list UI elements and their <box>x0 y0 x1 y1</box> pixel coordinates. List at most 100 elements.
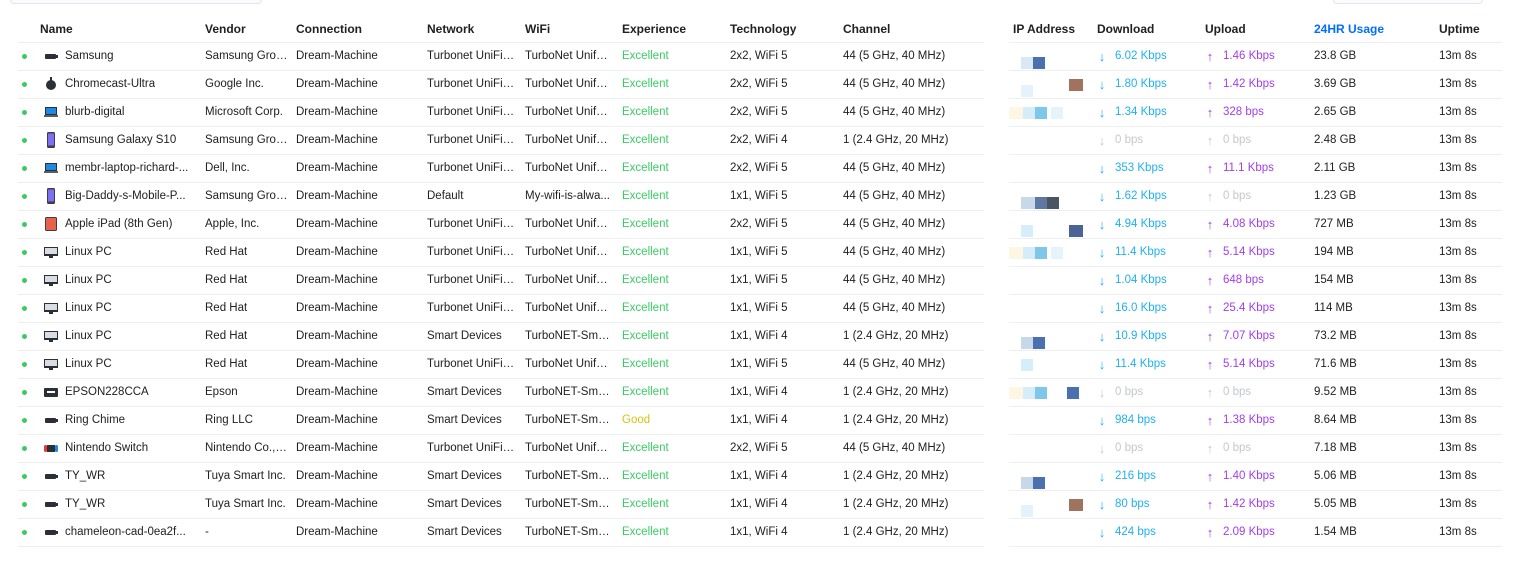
column-header-network[interactable]: Network <box>427 21 475 36</box>
cell-24hr-usage: 9.52 MB <box>1310 377 1435 406</box>
table-row[interactable]: Linux PC Red Hat Dream-Machine Smart Device… <box>18 321 1502 350</box>
device-name[interactable]: Chromecast-Ultra <box>65 78 156 90</box>
column-header-technology[interactable]: Technology <box>730 21 797 36</box>
cell-wifi: TurboNet Unifu ... <box>521 125 618 154</box>
cell-name[interactable]: Samsung Galaxy S10 <box>18 125 201 154</box>
column-header-ip-address[interactable]: IP Address <box>1013 21 1076 36</box>
cell-name[interactable]: TY_WR <box>18 489 201 518</box>
phone-icon <box>43 188 59 204</box>
column-header-connection[interactable]: Connection <box>296 21 362 36</box>
table-row[interactable]: Chromecast-Ultra Google Inc. Dream-Machine… <box>18 69 1502 98</box>
table-row[interactable]: Samsung Samsung Group Dream-Machine Turbone… <box>18 41 1502 70</box>
cell-name[interactable]: Ring Chime <box>18 405 201 434</box>
table-row[interactable]: Ring Chime Ring LLC Dream-Machine Smart Dev… <box>18 405 1502 434</box>
cell-upload: ↑ 1.42 Kbps <box>1201 489 1310 518</box>
smart-plug-icon <box>43 496 59 512</box>
cell-name[interactable]: Linux PC <box>18 237 201 266</box>
device-name[interactable]: Samsung <box>65 50 114 62</box>
cell-channel: 44 (5 GHz, 40 MHz) <box>839 209 984 238</box>
cell-name[interactable]: Chromecast-Ultra <box>18 69 201 98</box>
device-name[interactable]: Nintendo Switch <box>65 442 149 454</box>
table-row[interactable]: TY_WR Tuya Smart Inc. Dream-Machine Smart D… <box>18 461 1502 490</box>
download-arrow-icon: ↓ <box>1098 132 1106 148</box>
upload-arrow-icon: ↑ <box>1206 104 1214 120</box>
cell-network: Turbonet UniFi UD <box>423 69 521 98</box>
column-filter-box[interactable] <box>1333 0 1483 4</box>
ip-blur-block <box>1021 476 1033 489</box>
table-row[interactable]: TY_WR Tuya Smart Inc. Dream-Machine Smart D… <box>18 489 1502 518</box>
cell-name[interactable]: EPSON228CCA <box>18 377 201 406</box>
device-name[interactable]: Linux PC <box>65 302 112 314</box>
device-name[interactable]: blurb-digital <box>65 106 125 118</box>
column-header-experience[interactable]: Experience <box>622 21 687 36</box>
device-name[interactable]: chameleon-cad-0ea2f... <box>65 526 186 538</box>
cell-uptime: 13m 8s <box>1435 125 1502 154</box>
column-header-upload[interactable]: Upload <box>1205 21 1246 36</box>
device-name[interactable]: TY_WR <box>65 470 106 482</box>
download-rate: 1.80 Kbps <box>1115 78 1167 90</box>
table-row[interactable]: membr-laptop-richard-... Dell, Inc. Dream-… <box>18 153 1502 182</box>
cell-name[interactable]: Linux PC <box>18 321 201 350</box>
cell-vendor: Red Hat <box>201 265 292 294</box>
device-name[interactable]: Samsung Galaxy S10 <box>65 134 177 146</box>
column-header-name[interactable]: Name <box>40 21 73 36</box>
cell-wifi: TurboNet Unifu ... <box>521 265 618 294</box>
cell-download: ↓ 11.4 Kbps <box>1093 237 1201 266</box>
cell-ip-address <box>1009 489 1093 518</box>
ip-blur-block <box>1069 498 1083 511</box>
cell-name[interactable]: Nintendo Switch <box>18 433 201 462</box>
table-row[interactable]: Samsung Galaxy S10 Samsung Group Dream-Mac… <box>18 125 1502 154</box>
table-row[interactable]: Big-Daddy-s-Mobile-P... Samsung Group Drea… <box>18 181 1502 210</box>
cell-name[interactable]: Linux PC <box>18 349 201 378</box>
device-name[interactable]: Linux PC <box>65 330 112 342</box>
download-rate: 0 bps <box>1115 134 1144 146</box>
device-name[interactable]: Big-Daddy-s-Mobile-P... <box>65 190 186 202</box>
cell-uptime: 13m 8s <box>1435 405 1502 434</box>
cell-wifi: TurboNet Unifu ... <box>521 433 618 462</box>
table-row[interactable]: Apple iPad (8th Gen) Apple, Inc. Dream-Mac… <box>18 209 1502 238</box>
table-row[interactable]: chameleon-cad-0ea2f... - Dream-Machine Smar… <box>18 517 1502 547</box>
table-row[interactable]: Linux PC Red Hat Dream-Machine Turbonet Uni… <box>18 237 1502 266</box>
search-box[interactable] <box>10 0 262 4</box>
device-name[interactable]: EPSON228CCA <box>65 386 149 398</box>
online-status-dot <box>22 445 27 451</box>
column-header-uptime[interactable]: Uptime <box>1439 21 1480 36</box>
cell-ip-address <box>1009 405 1093 434</box>
device-name[interactable]: TY_WR <box>65 498 106 510</box>
upload-rate: 25.4 Kbps <box>1223 302 1275 314</box>
device-name[interactable]: Ring Chime <box>65 414 126 426</box>
cell-name[interactable]: Apple iPad (8th Gen) <box>18 209 201 238</box>
cell-name[interactable]: blurb-digital <box>18 97 201 126</box>
upload-arrow-icon: ↑ <box>1206 300 1214 316</box>
cell-experience: Excellent <box>618 349 726 378</box>
table-row[interactable]: Linux PC Red Hat Dream-Machine Turbonet Uni… <box>18 349 1502 378</box>
table-row[interactable]: Nintendo Switch Nintendo Co., ... Dream-Ma… <box>18 433 1502 462</box>
cell-connection: Dream-Machine <box>292 153 423 182</box>
device-name[interactable]: membr-laptop-richard-... <box>65 162 189 174</box>
cell-name[interactable]: Linux PC <box>18 293 201 322</box>
cell-name[interactable]: Samsung <box>18 41 201 70</box>
table-row[interactable]: EPSON228CCA Epson Dream-Machine Smart Devic… <box>18 377 1502 406</box>
ip-redaction-blur <box>1009 463 1093 490</box>
cell-wifi: TurboNet Unifu ... <box>521 209 618 238</box>
device-name[interactable]: Apple iPad (8th Gen) <box>65 218 173 230</box>
device-name[interactable]: Linux PC <box>65 274 112 286</box>
cell-name[interactable]: membr-laptop-richard-... <box>18 153 201 182</box>
column-header-vendor[interactable]: Vendor <box>205 21 246 36</box>
column-header-download[interactable]: Download <box>1097 21 1155 36</box>
cell-name[interactable]: Linux PC <box>18 265 201 294</box>
cell-name[interactable]: Big-Daddy-s-Mobile-P... <box>18 181 201 210</box>
cell-network: Turbonet UniFi UD <box>423 97 521 126</box>
device-name[interactable]: Linux PC <box>65 246 112 258</box>
cell-uptime: 13m 8s <box>1435 433 1502 462</box>
table-row[interactable]: Linux PC Red Hat Dream-Machine Turbonet Uni… <box>18 265 1502 294</box>
column-header-wifi[interactable]: WiFi <box>525 21 551 36</box>
table-row[interactable]: Linux PC Red Hat Dream-Machine Turbonet Uni… <box>18 293 1502 322</box>
table-row[interactable]: blurb-digital Microsoft Corp. Dream-Machin… <box>18 97 1502 126</box>
cell-name[interactable]: chameleon-cad-0ea2f... <box>18 517 201 547</box>
cell-name[interactable]: TY_WR <box>18 461 201 490</box>
device-name[interactable]: Linux PC <box>65 358 112 370</box>
smart-plug-icon <box>43 468 59 484</box>
column-header-24hr-usage[interactable]: 24HR Usage <box>1314 21 1385 36</box>
column-header-channel[interactable]: Channel <box>843 21 891 36</box>
